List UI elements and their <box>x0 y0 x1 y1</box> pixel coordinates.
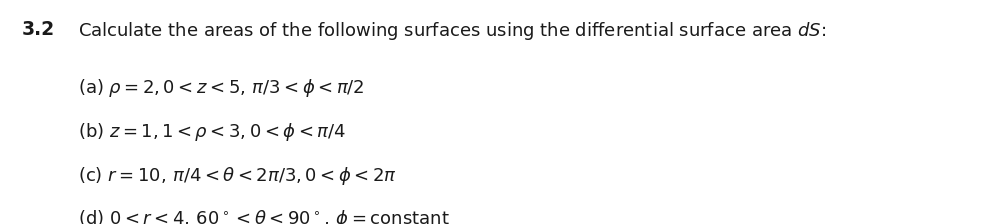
Text: (a) $\rho = 2, 0 < z < 5,\, \pi/3 < \phi < \pi/2$: (a) $\rho = 2, 0 < z < 5,\, \pi/3 < \phi… <box>78 77 364 99</box>
Text: 3.2: 3.2 <box>22 20 55 39</box>
Text: (c) $r = 10,\, \pi/4 < \theta < 2\pi/3, 0 < \phi < 2\pi$: (c) $r = 10,\, \pi/4 < \theta < 2\pi/3, … <box>78 165 396 187</box>
Text: (d) $0 < r < 4,\, 60^\circ < \theta < 90^\circ,\, \phi = \mathrm{constant}$: (d) $0 < r < 4,\, 60^\circ < \theta < 90… <box>78 208 449 224</box>
Text: (b) $z = 1, 1 < \rho < 3, 0 < \phi < \pi/4$: (b) $z = 1, 1 < \rho < 3, 0 < \phi < \pi… <box>78 121 346 143</box>
Text: Calculate the areas of the following surfaces using the differential surface are: Calculate the areas of the following sur… <box>78 20 826 42</box>
